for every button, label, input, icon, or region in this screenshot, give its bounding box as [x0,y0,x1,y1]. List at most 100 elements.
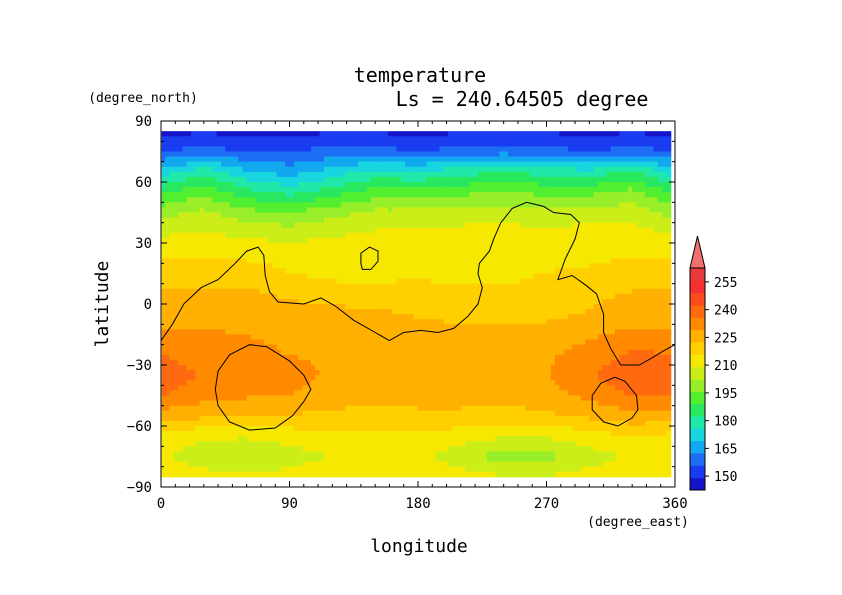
heatmap-cell [285,146,291,153]
heatmap-cell [405,324,411,331]
heatmap-cell [653,212,659,219]
heatmap-cell [533,273,539,280]
heatmap-cell [533,243,539,249]
heatmap-cell [516,131,522,137]
heatmap-cell [482,136,488,142]
heatmap-cell [447,187,453,193]
heatmap-cell [302,207,308,214]
heatmap-cell [366,187,372,193]
heatmap-cell [409,227,415,234]
heatmap-cell [443,227,449,234]
heatmap-cell [302,304,308,310]
heatmap-cell [212,131,218,137]
heatmap-cell [520,182,526,188]
heatmap-cell [306,293,312,300]
heatmap-cell [285,314,291,320]
heatmap-cell [636,243,642,249]
heatmap-cell [216,298,222,305]
heatmap-cell [345,253,351,259]
heatmap-cell [516,227,522,234]
heatmap-cell [328,222,333,229]
heatmap-cell [298,324,303,331]
heatmap-cell [507,334,513,341]
heatmap-cell [396,288,402,295]
heatmap-cell [422,166,428,173]
heatmap-cell [345,263,351,270]
heatmap-cell [452,288,458,295]
heatmap-cell [208,319,213,325]
heatmap-cell [165,293,171,300]
heatmap-cell [238,253,243,259]
heatmap-cell [216,227,222,234]
heatmap-cell [306,288,312,295]
heatmap-cell [268,166,273,173]
heatmap-cell [550,212,556,219]
heatmap-cell [529,192,535,198]
heatmap-cell [289,197,295,203]
heatmap-cell [366,283,372,290]
heatmap-cell [165,324,171,331]
heatmap-cell [259,207,265,214]
heatmap-cell [388,273,393,280]
heatmap-cell [460,192,466,198]
heatmap-cell [178,329,184,336]
heatmap-cell [165,232,171,239]
heatmap-cell [319,187,325,193]
heatmap-cell [662,329,668,336]
heatmap-cell [246,293,252,300]
heatmap-cell [422,293,428,300]
heatmap-cell [306,212,312,219]
heatmap-cell [186,197,192,203]
heatmap-cell [597,182,603,188]
heatmap-cell [289,166,295,173]
heatmap-cell [499,212,505,219]
heatmap-cell [529,212,535,219]
heatmap-cell [186,248,192,254]
heatmap-cell [563,212,569,219]
heatmap-cell [452,243,458,249]
heatmap-cell [220,161,226,168]
heatmap-cell [375,243,381,249]
heatmap-cell [233,304,239,310]
heatmap-cell [366,309,372,315]
heatmap-cell [666,278,672,285]
heatmap-cell [186,298,192,305]
heatmap-cell [447,212,453,219]
y-axis-label: latitude [92,261,113,348]
heatmap-cell [542,309,548,315]
heatmap-cell [388,339,393,346]
heatmap-cell [182,253,188,259]
heatmap-cell [208,192,213,198]
heatmap-cell [615,197,620,203]
heatmap-cell [298,151,303,158]
heatmap-cell [178,288,184,295]
heatmap-cell [340,151,346,158]
heatmap-cell [550,207,556,214]
heatmap-cell [447,273,453,280]
heatmap-cell [413,258,419,264]
heatmap-cell [276,293,282,300]
heatmap-cell [165,253,171,259]
heatmap-cell [298,258,303,264]
heatmap-cell [315,329,321,336]
heatmap-cell [293,278,299,285]
heatmap-cell [503,309,509,315]
heatmap-cell [285,329,291,336]
heatmap-cell [233,263,239,270]
heatmap-cell [627,258,633,264]
heatmap-cell [482,131,488,137]
heatmap-cell [439,334,445,341]
heatmap-cell [298,146,303,153]
heatmap-cell [602,288,608,295]
heatmap-cell [469,243,475,249]
heatmap-cell [208,248,213,254]
heatmap-cell [242,298,248,305]
heatmap-cell [212,258,218,264]
heatmap-cell [268,227,273,234]
heatmap-cell [315,212,321,219]
heatmap-cell [503,283,509,290]
heatmap-cell [358,324,363,331]
heatmap-cell [255,339,261,346]
heatmap-cell [473,176,479,183]
heatmap-cell [229,248,235,254]
